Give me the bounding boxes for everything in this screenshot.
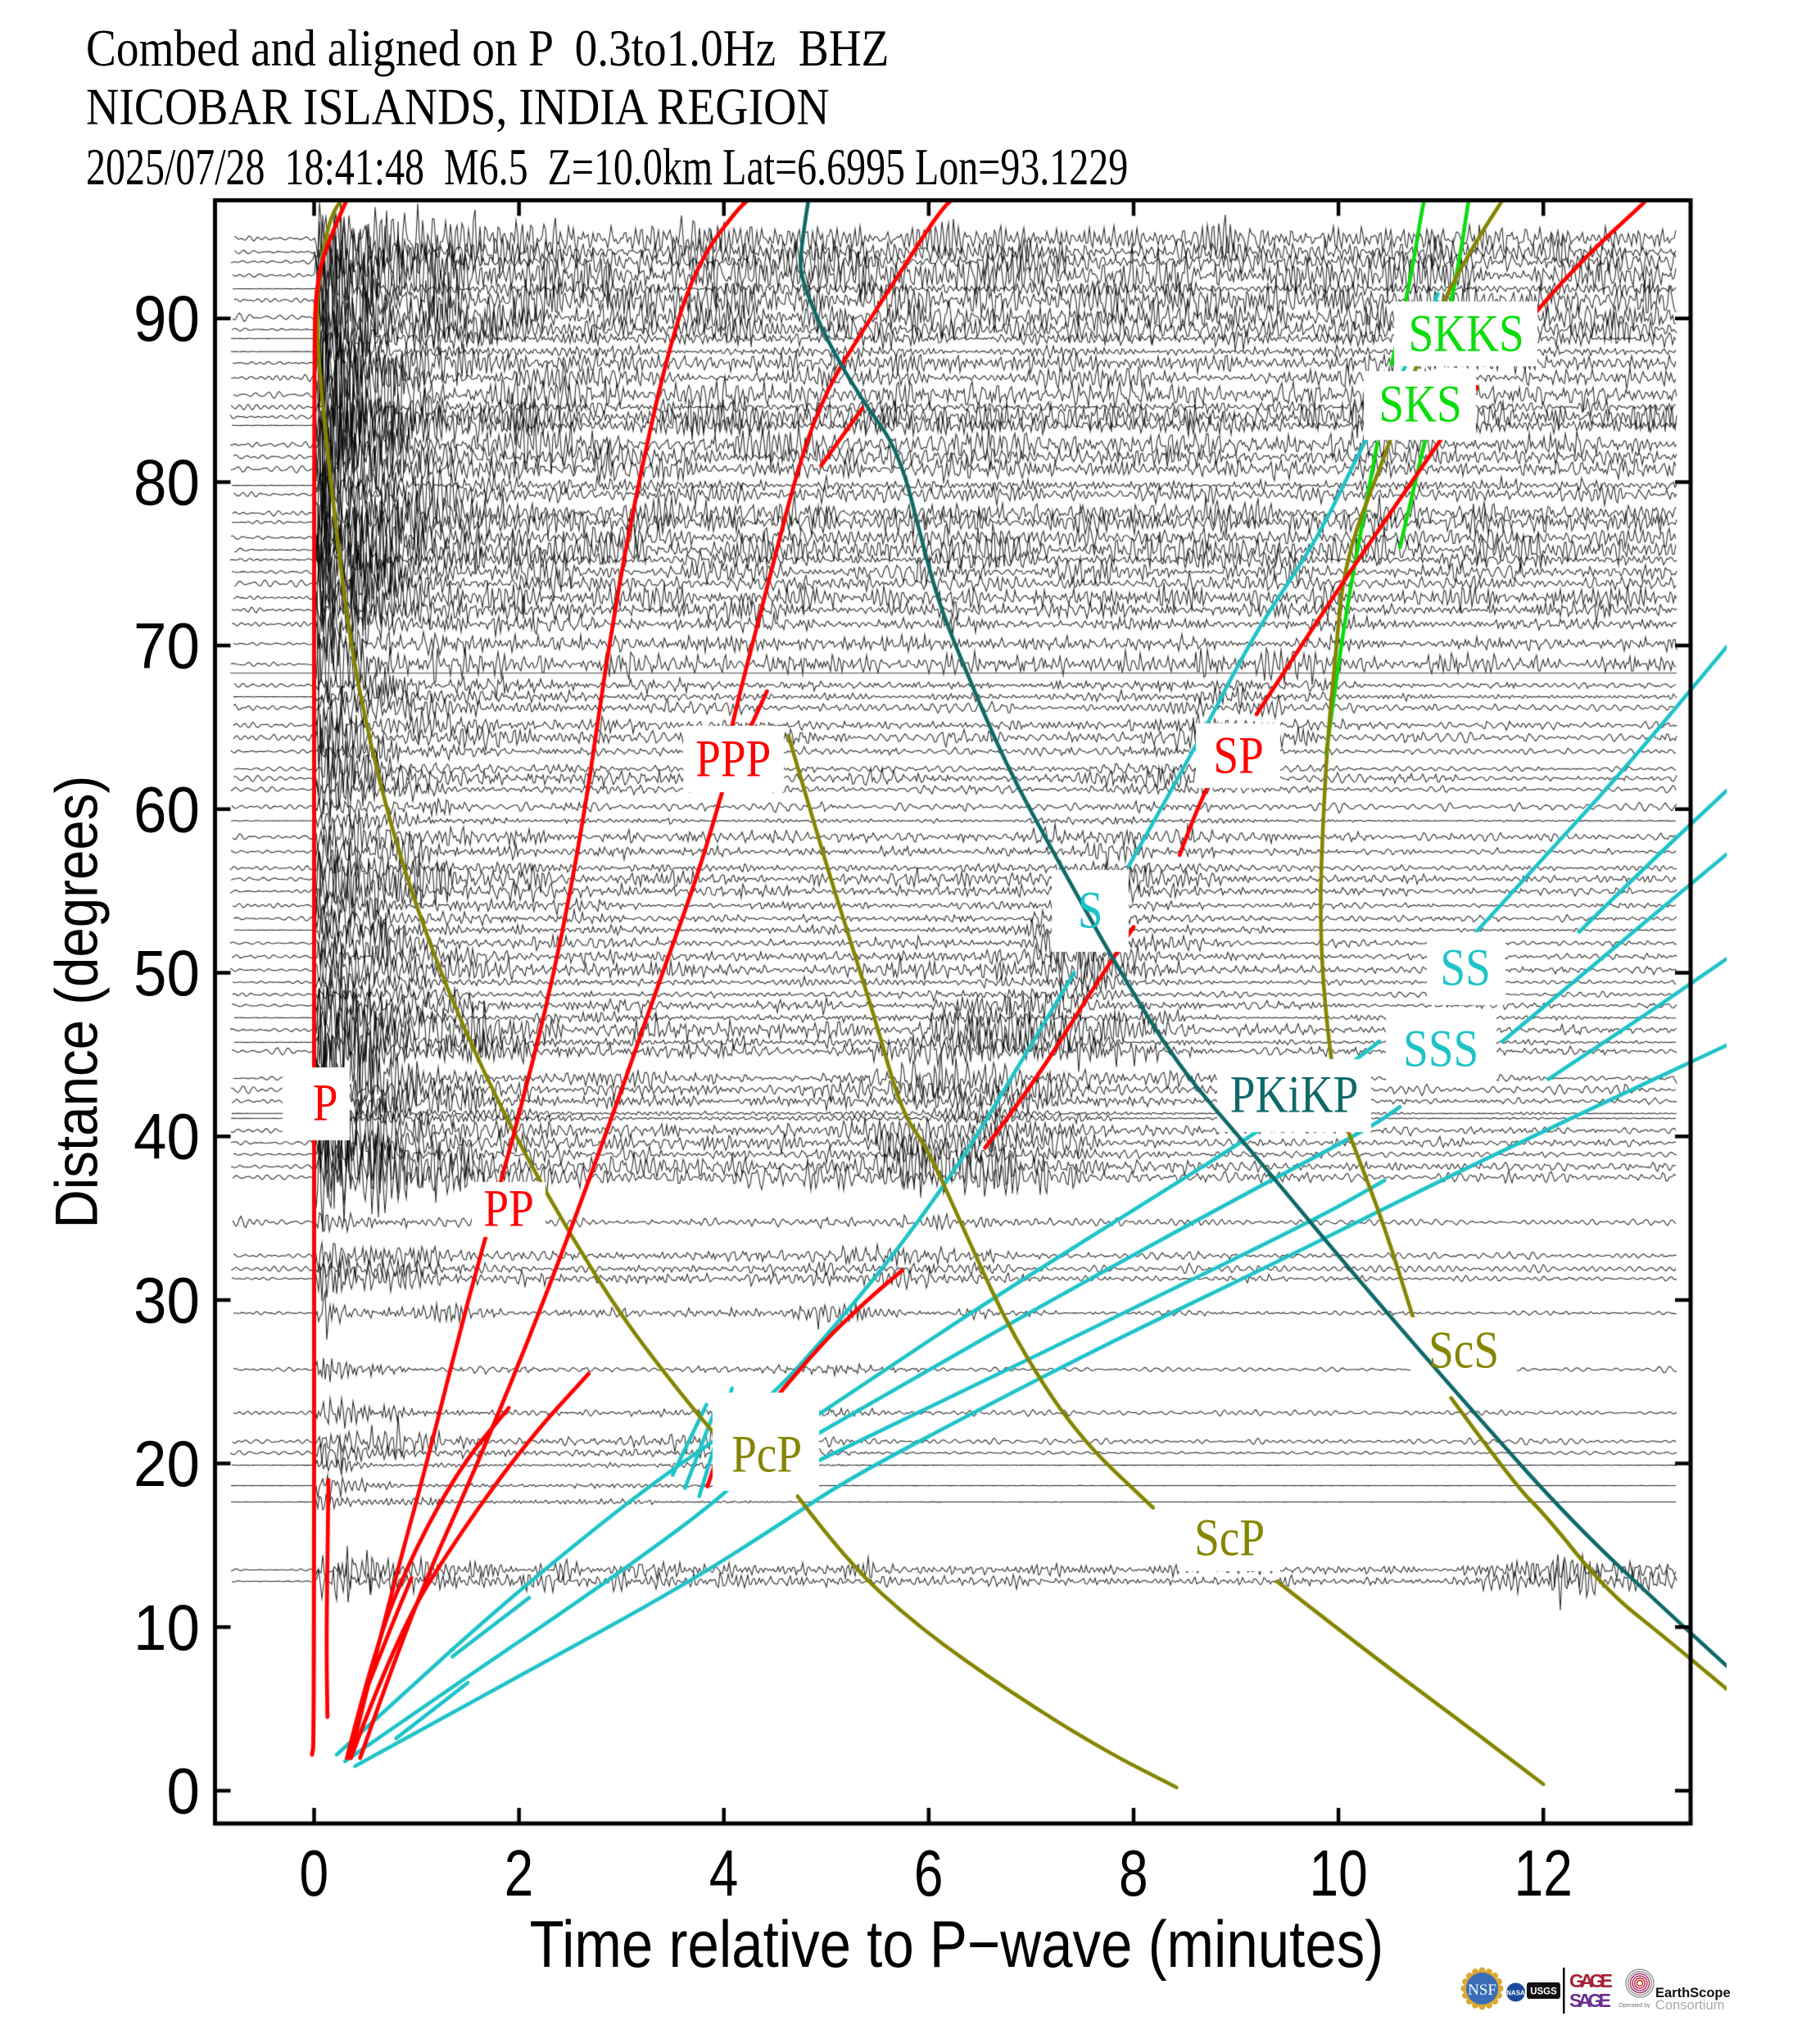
svg-text:NASA: NASA — [1506, 1990, 1525, 1997]
svg-text:Operated by: Operated by — [1619, 2003, 1650, 2009]
svg-text:EarthScope: EarthScope — [1655, 1986, 1731, 2000]
svg-text:GAGE: GAGE — [1569, 1970, 1613, 1991]
svg-text:NSF: NSF — [1468, 1982, 1496, 1999]
svg-text:USGS: USGS — [1530, 1987, 1557, 1997]
svg-text:Consortium: Consortium — [1655, 1998, 1724, 2013]
svg-text:SAGE: SAGE — [1569, 1990, 1611, 2011]
